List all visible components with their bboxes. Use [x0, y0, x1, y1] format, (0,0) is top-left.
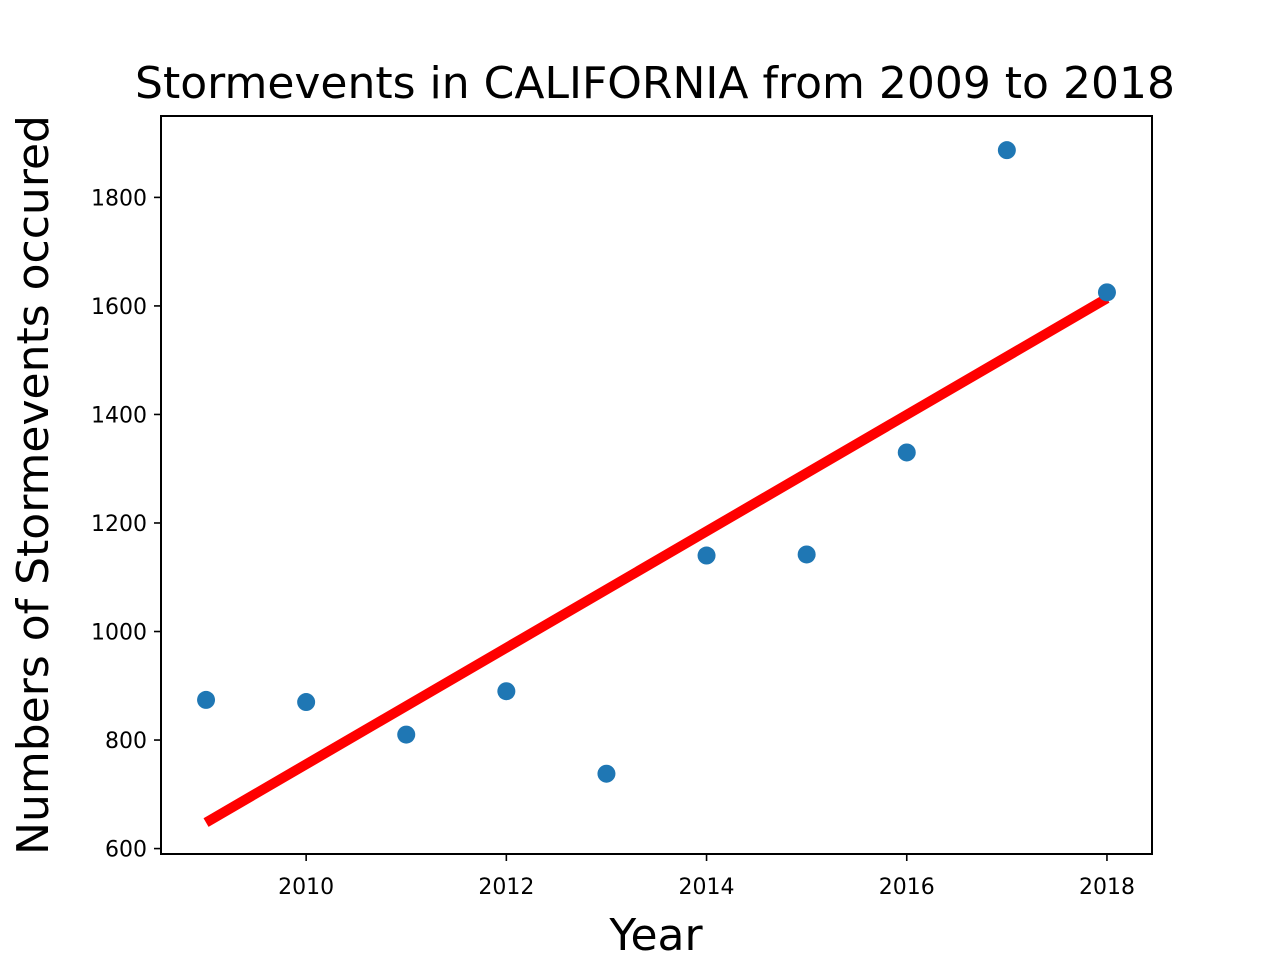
data-point — [897, 443, 916, 462]
data-point — [597, 764, 616, 783]
x-tick-label: 2018 — [1079, 875, 1135, 900]
y-tick-label: 600 — [105, 838, 147, 863]
y-tick-label: 800 — [105, 729, 147, 754]
y-tick-label: 1400 — [91, 403, 147, 428]
x-tick-label: 2010 — [278, 875, 334, 900]
data-point — [397, 725, 416, 744]
data-point — [497, 682, 516, 701]
y-axis-ticks: 600 800 1000 1200 1400 1600 1800 — [91, 186, 161, 863]
data-point — [197, 690, 216, 709]
y-tick-label: 1200 — [91, 512, 147, 537]
x-tick-label: 2014 — [679, 875, 735, 900]
x-tick-label: 2012 — [478, 875, 534, 900]
data-point — [1097, 283, 1116, 302]
plot-frame — [160, 115, 1153, 855]
trend-line — [203, 294, 1110, 827]
x-axis-ticks: 2010 2012 2014 2016 2018 — [278, 854, 1135, 900]
data-point — [697, 546, 716, 565]
data-point — [297, 693, 316, 712]
x-axis-label: Year — [608, 910, 703, 960]
y-tick-label: 1000 — [91, 621, 147, 646]
y-tick-label: 1600 — [91, 295, 147, 320]
data-point — [997, 141, 1016, 160]
y-axis-label: Numbers of Stormevents occured — [8, 115, 59, 855]
plot-area — [197, 141, 1116, 827]
chart-title: Stormevents in CALIFORNIA from 2009 to 2… — [135, 58, 1175, 109]
y-tick-label: 1800 — [91, 186, 147, 211]
x-tick-label: 2016 — [879, 875, 935, 900]
data-point — [797, 545, 816, 564]
